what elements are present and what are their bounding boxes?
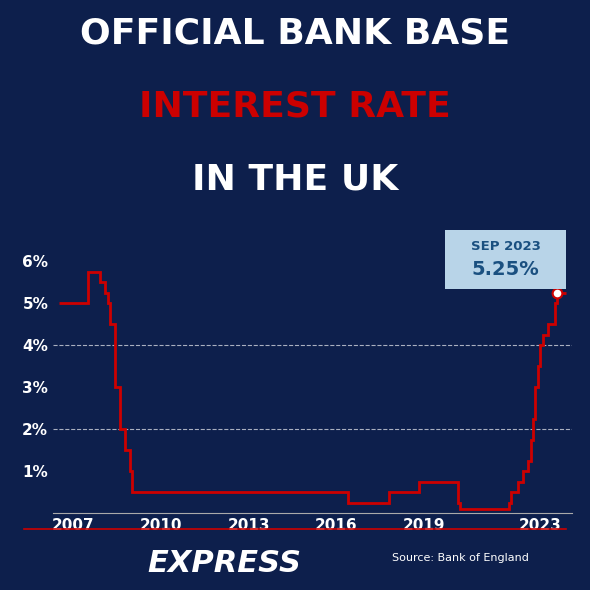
Text: IN THE UK: IN THE UK [192, 163, 398, 197]
Text: SEP 2023: SEP 2023 [471, 240, 540, 253]
Text: Source: Bank of England: Source: Bank of England [392, 553, 529, 563]
Text: 5.25%: 5.25% [471, 260, 539, 279]
Text: EXPRESS: EXPRESS [147, 549, 301, 578]
Text: OFFICIAL BANK BASE: OFFICIAL BANK BASE [80, 17, 510, 51]
FancyBboxPatch shape [445, 230, 566, 289]
Text: INTEREST RATE: INTEREST RATE [139, 90, 451, 124]
